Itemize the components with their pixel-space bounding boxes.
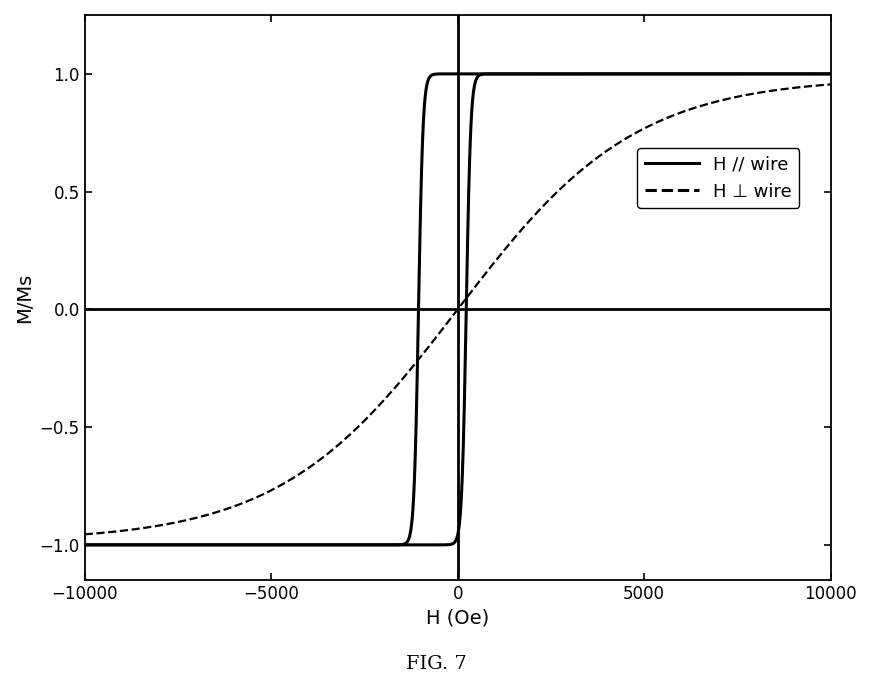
H // wire <box>739 70 750 78</box>
Text: FIG. 7: FIG. 7 <box>405 656 467 673</box>
H ⊥ wire <box>79 530 90 539</box>
H // wire <box>826 70 836 78</box>
H ⊥ wire <box>667 112 678 120</box>
H // wire <box>79 541 90 549</box>
H // wire <box>457 481 467 490</box>
Line: H ⊥ wire: H ⊥ wire <box>85 84 831 534</box>
H ⊥ wire <box>804 82 814 90</box>
H ⊥ wire <box>422 344 433 352</box>
H ⊥ wire <box>826 80 836 88</box>
H ⊥ wire <box>442 319 453 327</box>
H // wire <box>283 541 293 549</box>
H // wire <box>376 541 386 549</box>
Legend: H // wire, H ⊥ wire: H // wire, H ⊥ wire <box>637 148 800 208</box>
H // wire <box>437 541 447 549</box>
Y-axis label: M/Ms: M/Ms <box>15 273 34 323</box>
H ⊥ wire <box>118 526 128 534</box>
H // wire <box>455 507 466 515</box>
X-axis label: H (Oe): H (Oe) <box>426 609 489 628</box>
H // wire <box>453 524 464 532</box>
H ⊥ wire <box>803 82 814 90</box>
Line: H // wire: H // wire <box>85 74 831 545</box>
